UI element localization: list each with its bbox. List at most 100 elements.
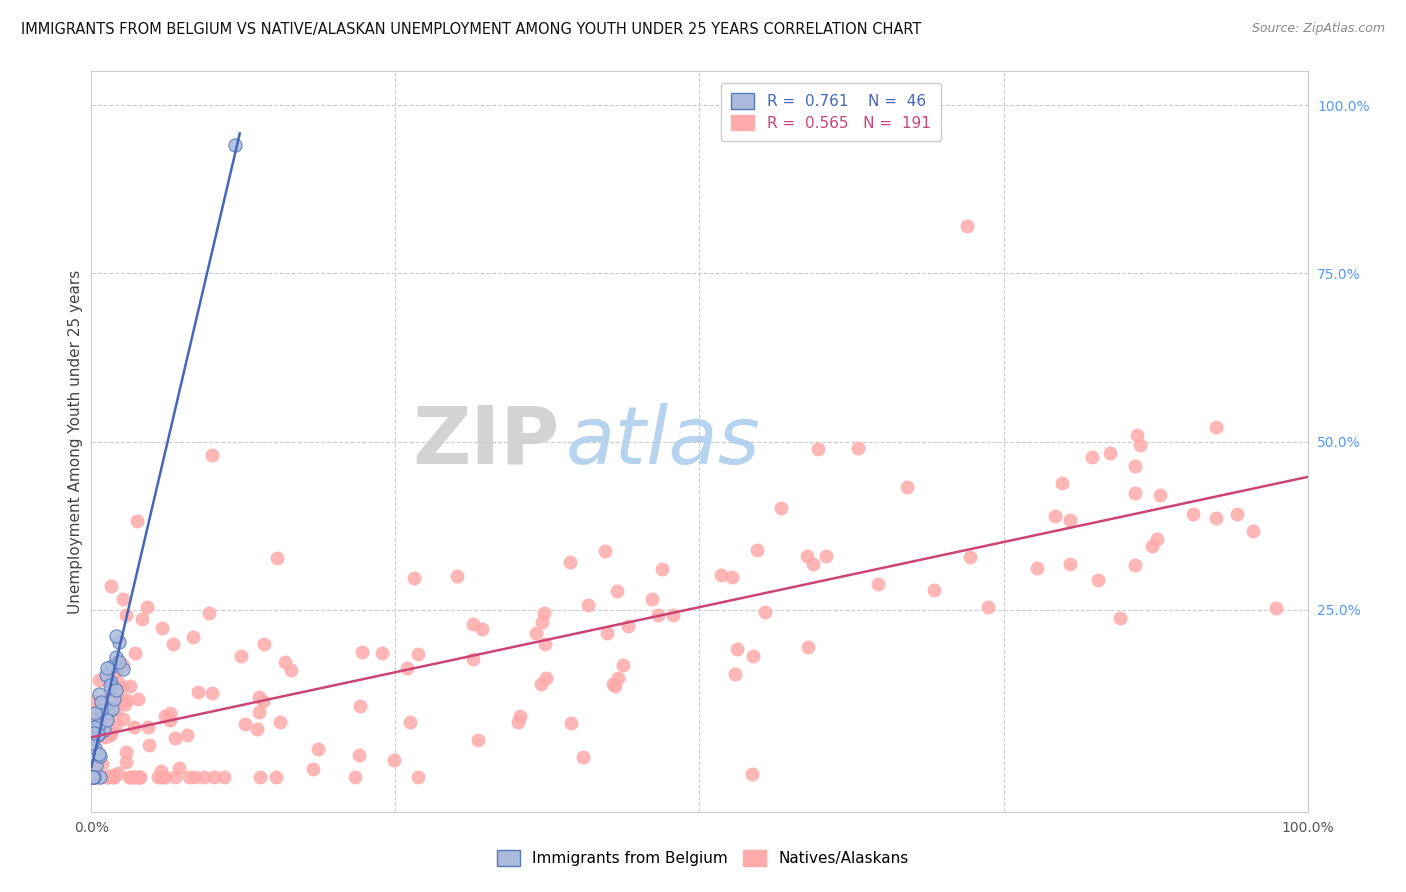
Point bbox=[1026, 561, 1049, 575]
Point bbox=[534, 671, 557, 685]
Point bbox=[91, 711, 114, 725]
Point bbox=[82, 694, 104, 708]
Point bbox=[86, 758, 108, 772]
Point bbox=[89, 771, 111, 785]
Point bbox=[103, 768, 125, 782]
Point bbox=[87, 726, 110, 740]
Point bbox=[103, 692, 125, 706]
Point bbox=[1205, 419, 1227, 434]
Point bbox=[249, 771, 271, 785]
Point bbox=[924, 582, 946, 597]
Point bbox=[87, 726, 110, 740]
Point bbox=[82, 771, 104, 785]
Point bbox=[86, 729, 108, 743]
Point bbox=[100, 578, 122, 592]
Point bbox=[252, 694, 274, 708]
Point bbox=[724, 667, 747, 681]
Point bbox=[100, 689, 122, 703]
Point bbox=[124, 646, 146, 660]
Point bbox=[83, 726, 105, 740]
Point bbox=[647, 607, 669, 622]
Point bbox=[104, 716, 127, 731]
Point bbox=[406, 648, 429, 662]
Point bbox=[96, 713, 118, 727]
Point bbox=[86, 728, 108, 742]
Point bbox=[87, 721, 110, 735]
Point bbox=[266, 771, 288, 785]
Point bbox=[709, 568, 731, 582]
Point bbox=[1129, 437, 1152, 451]
Point bbox=[596, 626, 619, 640]
Point bbox=[82, 771, 104, 785]
Point bbox=[741, 767, 763, 781]
Point bbox=[112, 712, 135, 726]
Point bbox=[165, 771, 187, 785]
Point bbox=[115, 755, 138, 769]
Text: ZIP: ZIP bbox=[412, 402, 560, 481]
Point bbox=[530, 677, 553, 691]
Point bbox=[163, 731, 186, 745]
Point bbox=[343, 771, 366, 785]
Point bbox=[128, 771, 150, 785]
Text: IMMIGRANTS FROM BELGIUM VS NATIVE/ALASKAN UNEMPLOYMENT AMONG YOUTH UNDER 25 YEAR: IMMIGRANTS FROM BELGIUM VS NATIVE/ALASKA… bbox=[21, 22, 921, 37]
Point bbox=[83, 771, 105, 785]
Point bbox=[128, 771, 150, 785]
Point bbox=[605, 679, 627, 693]
Point bbox=[89, 771, 111, 785]
Point bbox=[80, 771, 103, 785]
Point bbox=[89, 747, 111, 761]
Point bbox=[122, 720, 145, 734]
Point bbox=[796, 549, 818, 563]
Point bbox=[107, 657, 129, 672]
Point bbox=[83, 771, 105, 785]
Point bbox=[471, 622, 494, 636]
Point bbox=[803, 557, 825, 571]
Point bbox=[93, 723, 115, 737]
Point bbox=[105, 629, 128, 643]
Point bbox=[87, 720, 110, 734]
Point bbox=[96, 661, 118, 675]
Point bbox=[807, 442, 830, 457]
Legend: R =  0.761    N =  46, R =  0.565   N =  191: R = 0.761 N = 46, R = 0.565 N = 191 bbox=[721, 83, 941, 142]
Point bbox=[1123, 558, 1146, 573]
Point bbox=[463, 651, 485, 665]
Point bbox=[93, 697, 115, 711]
Point bbox=[1140, 540, 1163, 554]
Point bbox=[1265, 601, 1288, 615]
Point bbox=[93, 707, 115, 722]
Point bbox=[530, 615, 553, 630]
Point bbox=[100, 658, 122, 673]
Point bbox=[181, 630, 204, 644]
Point bbox=[399, 715, 422, 730]
Point bbox=[846, 441, 869, 455]
Point bbox=[350, 645, 373, 659]
Point bbox=[94, 730, 117, 744]
Point bbox=[641, 592, 664, 607]
Point bbox=[117, 693, 139, 707]
Point bbox=[136, 720, 159, 734]
Point bbox=[155, 771, 177, 785]
Point bbox=[97, 771, 120, 785]
Point bbox=[91, 708, 114, 723]
Text: atlas: atlas bbox=[565, 402, 761, 481]
Point bbox=[266, 550, 288, 565]
Point bbox=[84, 741, 107, 756]
Point bbox=[103, 771, 125, 785]
Point bbox=[572, 750, 595, 764]
Point bbox=[131, 612, 153, 626]
Point bbox=[769, 501, 792, 516]
Legend: Immigrants from Belgium, Natives/Alaskans: Immigrants from Belgium, Natives/Alaskan… bbox=[489, 842, 917, 873]
Point bbox=[1226, 507, 1249, 521]
Point bbox=[524, 626, 547, 640]
Point bbox=[467, 733, 489, 747]
Point bbox=[247, 705, 270, 719]
Point bbox=[111, 661, 134, 675]
Point bbox=[866, 577, 889, 591]
Point bbox=[82, 759, 104, 773]
Point bbox=[446, 569, 468, 583]
Point bbox=[349, 698, 371, 713]
Point bbox=[122, 771, 145, 785]
Point bbox=[104, 682, 127, 697]
Point bbox=[82, 731, 104, 745]
Point bbox=[111, 693, 134, 707]
